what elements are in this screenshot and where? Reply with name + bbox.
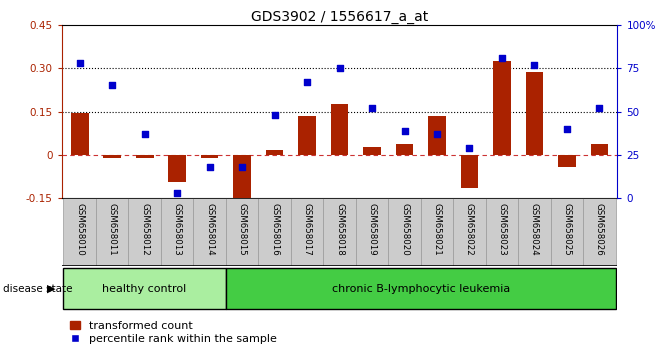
Text: GSM658019: GSM658019 [368,203,376,256]
Bar [298,116,316,155]
Text: GSM658024: GSM658024 [530,203,539,256]
Text: GSM658017: GSM658017 [303,203,311,256]
Bar [493,61,511,155]
Bar [363,147,381,155]
Bar [453,198,486,266]
Bar [396,144,413,155]
Point [172,190,183,196]
Bar [168,155,186,182]
Bar [96,198,128,266]
Text: GSM658023: GSM658023 [497,203,507,256]
Text: GSM658025: GSM658025 [562,203,572,256]
Point [269,112,280,118]
Point [529,62,540,68]
Text: GSM658014: GSM658014 [205,203,214,256]
Bar [551,198,583,266]
Title: GDS3902 / 1556617_a_at: GDS3902 / 1556617_a_at [251,10,428,24]
Point [562,126,572,132]
Bar [226,268,616,309]
Text: GSM658011: GSM658011 [107,203,117,256]
Text: GSM658021: GSM658021 [433,203,442,256]
Bar [323,198,356,266]
Bar [421,198,453,266]
Point [464,145,475,151]
Point [431,131,442,137]
Bar [518,198,551,266]
Point [74,60,85,66]
Text: GSM658016: GSM658016 [270,203,279,256]
Bar [428,116,446,155]
Text: GSM658022: GSM658022 [465,203,474,256]
Point [107,82,117,88]
Text: healthy control: healthy control [103,284,187,293]
Point [302,79,313,85]
Point [334,65,345,71]
Bar [128,198,161,266]
Bar [460,155,478,188]
Bar [291,198,323,266]
Bar [70,113,89,155]
Bar [161,198,193,266]
Point [237,164,248,170]
Text: disease state: disease state [3,284,73,293]
Bar [63,268,226,309]
Text: GSM658020: GSM658020 [400,203,409,256]
Point [594,105,605,111]
Bar [193,198,226,266]
Text: chronic B-lymphocytic leukemia: chronic B-lymphocytic leukemia [331,284,510,293]
Bar [331,104,348,155]
Bar [525,73,544,155]
Bar [583,198,616,266]
Bar [389,198,421,266]
Bar [63,198,96,266]
Bar [590,144,609,155]
Text: GSM658012: GSM658012 [140,203,149,256]
Bar [226,198,258,266]
Text: GSM658018: GSM658018 [335,203,344,256]
Bar [558,155,576,167]
Bar [233,155,251,211]
Bar [136,155,154,158]
Point [497,55,507,61]
Bar [486,198,518,266]
Bar [356,198,389,266]
Bar [266,150,283,155]
Text: ▶: ▶ [46,284,55,293]
Bar [258,198,291,266]
Bar [201,155,219,158]
Text: GSM658015: GSM658015 [238,203,246,256]
Legend: transformed count, percentile rank within the sample: transformed count, percentile rank withi… [66,316,282,349]
Text: GSM658026: GSM658026 [595,203,604,256]
Point [399,128,410,133]
Text: GSM658013: GSM658013 [172,203,182,256]
Text: GSM658010: GSM658010 [75,203,84,256]
Bar [103,155,121,158]
Point [366,105,377,111]
Point [139,131,150,137]
Point [204,164,215,170]
